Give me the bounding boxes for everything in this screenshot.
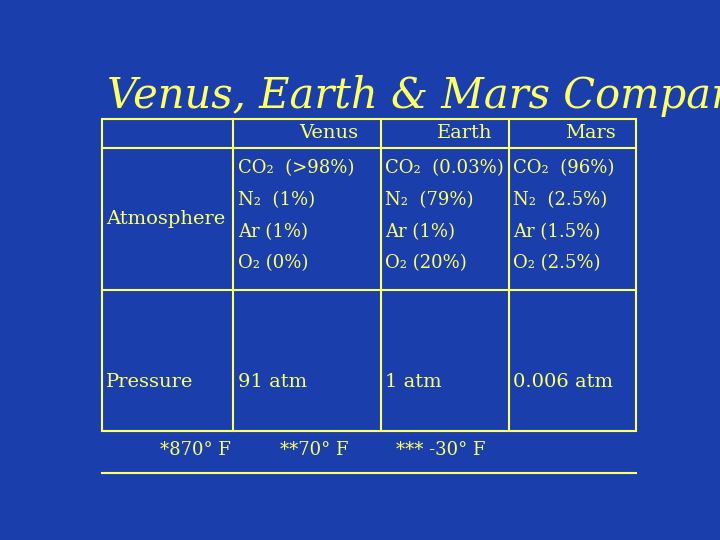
Text: 91 atm: 91 atm	[238, 373, 307, 390]
Text: Pressure: Pressure	[107, 373, 194, 390]
Text: Atmosphere: Atmosphere	[107, 210, 225, 228]
Text: Earth: Earth	[437, 124, 492, 143]
Text: N₂  (79%): N₂ (79%)	[385, 191, 474, 209]
Text: O₂ (20%): O₂ (20%)	[385, 254, 467, 273]
Text: CO₂  (96%): CO₂ (96%)	[513, 159, 615, 178]
Bar	[102, 119, 636, 430]
Text: N₂  (2.5%): N₂ (2.5%)	[513, 191, 608, 209]
Text: CO₂  (0.03%): CO₂ (0.03%)	[385, 159, 504, 178]
Text: Ar (1%): Ar (1%)	[385, 223, 455, 241]
Text: N₂  (1%): N₂ (1%)	[238, 191, 315, 209]
Text: Venus: Venus	[300, 124, 359, 143]
Text: 1 atm: 1 atm	[385, 373, 442, 390]
Text: *** -30° F: *** -30° F	[396, 441, 485, 459]
Text: 0.006 atm: 0.006 atm	[513, 373, 613, 390]
Text: *870° F: *870° F	[160, 441, 230, 459]
Text: O₂ (0%): O₂ (0%)	[238, 254, 308, 273]
Text: Mars: Mars	[564, 124, 616, 143]
Text: Ar (1.5%): Ar (1.5%)	[513, 223, 600, 241]
Text: Ar (1%): Ar (1%)	[238, 223, 308, 241]
Text: Venus, Earth & Mars Comparison: Venus, Earth & Mars Comparison	[107, 75, 720, 117]
Text: **70° F: **70° F	[280, 441, 348, 459]
Text: CO₂  (>98%): CO₂ (>98%)	[238, 159, 354, 178]
Text: O₂ (2.5%): O₂ (2.5%)	[513, 254, 600, 273]
